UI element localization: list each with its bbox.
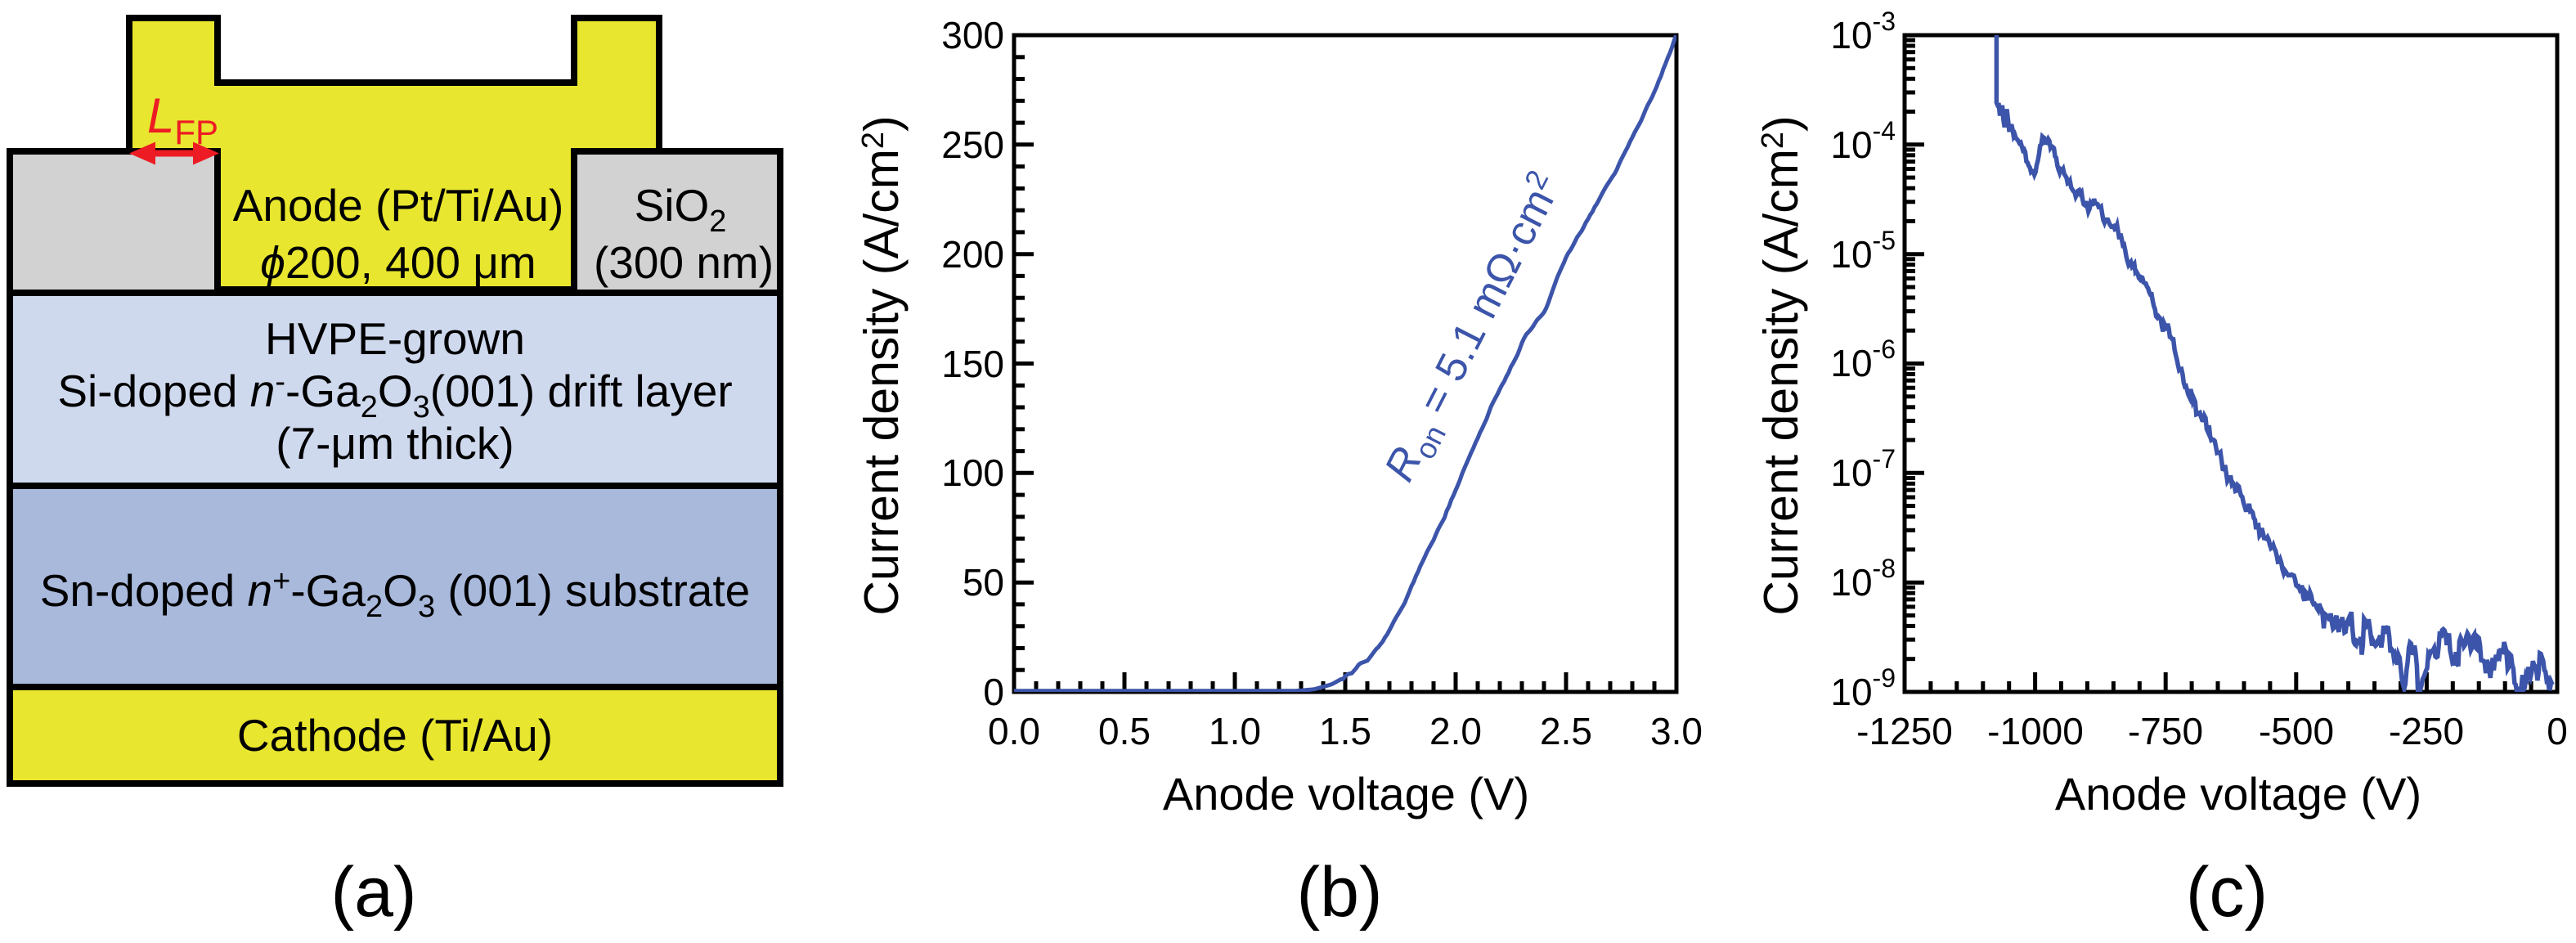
svg-text:Cathode (Ti/Au): Cathode (Ti/Au) <box>237 710 553 761</box>
svg-text:2.5: 2.5 <box>1540 710 1592 752</box>
svg-text:100: 100 <box>941 451 1004 494</box>
svg-text:-1000: -1000 <box>1987 710 2084 752</box>
svg-text:10-5: 10-5 <box>1830 226 1896 276</box>
svg-text:Current density (A/cm2): Current density (A/cm2) <box>1754 115 1808 615</box>
svg-text:Anode voltage (V): Anode voltage (V) <box>1163 768 1529 820</box>
svg-text:0: 0 <box>983 671 1004 713</box>
svg-text:10-9: 10-9 <box>1830 663 1896 713</box>
svg-text:10-6: 10-6 <box>1830 335 1896 384</box>
svg-text:250: 250 <box>941 123 1004 166</box>
svg-text:1.0: 1.0 <box>1209 710 1261 752</box>
svg-text:Anode (Pt/Ti/Au): Anode (Pt/Ti/Au) <box>233 180 564 231</box>
svg-text:ϕ200, 400 μm: ϕ200, 400 μm <box>260 237 536 288</box>
svg-text:-750: -750 <box>2128 710 2203 752</box>
svg-text:0: 0 <box>2547 710 2568 752</box>
svg-text:-500: -500 <box>2259 710 2334 752</box>
svg-text:50: 50 <box>963 561 1004 604</box>
svg-text:150: 150 <box>941 343 1004 385</box>
svg-text:(7-μm thick): (7-μm thick) <box>276 418 514 469</box>
svg-text:3.0: 3.0 <box>1650 710 1703 752</box>
svg-text:10-7: 10-7 <box>1830 444 1896 494</box>
svg-text:(c): (c) <box>2186 853 2268 932</box>
svg-text:(300 nm): (300 nm) <box>594 237 774 288</box>
svg-text:10-4: 10-4 <box>1830 116 1896 166</box>
svg-text:(a): (a) <box>330 853 416 932</box>
svg-text:-250: -250 <box>2389 710 2464 752</box>
svg-text:Anode voltage (V): Anode voltage (V) <box>2055 768 2421 820</box>
svg-text:Si-doped n--Ga2O3(001) drift l: Si-doped n--Ga2O3(001) drift layer <box>57 365 732 424</box>
svg-text:10-3: 10-3 <box>1830 7 1896 56</box>
svg-text:0.5: 0.5 <box>1098 710 1151 752</box>
svg-text:200: 200 <box>941 233 1004 276</box>
svg-text:10-8: 10-8 <box>1830 554 1896 604</box>
svg-text:Sn-doped n+-Ga2O3 (001) substr: Sn-doped n+-Ga2O3 (001) substrate <box>40 564 751 624</box>
svg-text:-1250: -1250 <box>1856 710 1953 752</box>
svg-text:HVPE-grown: HVPE-grown <box>265 313 525 364</box>
svg-text:1.5: 1.5 <box>1319 710 1371 752</box>
svg-text:(b): (b) <box>1296 853 1382 932</box>
svg-text:0.0: 0.0 <box>988 710 1040 752</box>
svg-text:2.0: 2.0 <box>1429 710 1482 752</box>
svg-text:Current density (A/cm2): Current density (A/cm2) <box>855 115 909 615</box>
svg-text:300: 300 <box>941 14 1004 56</box>
